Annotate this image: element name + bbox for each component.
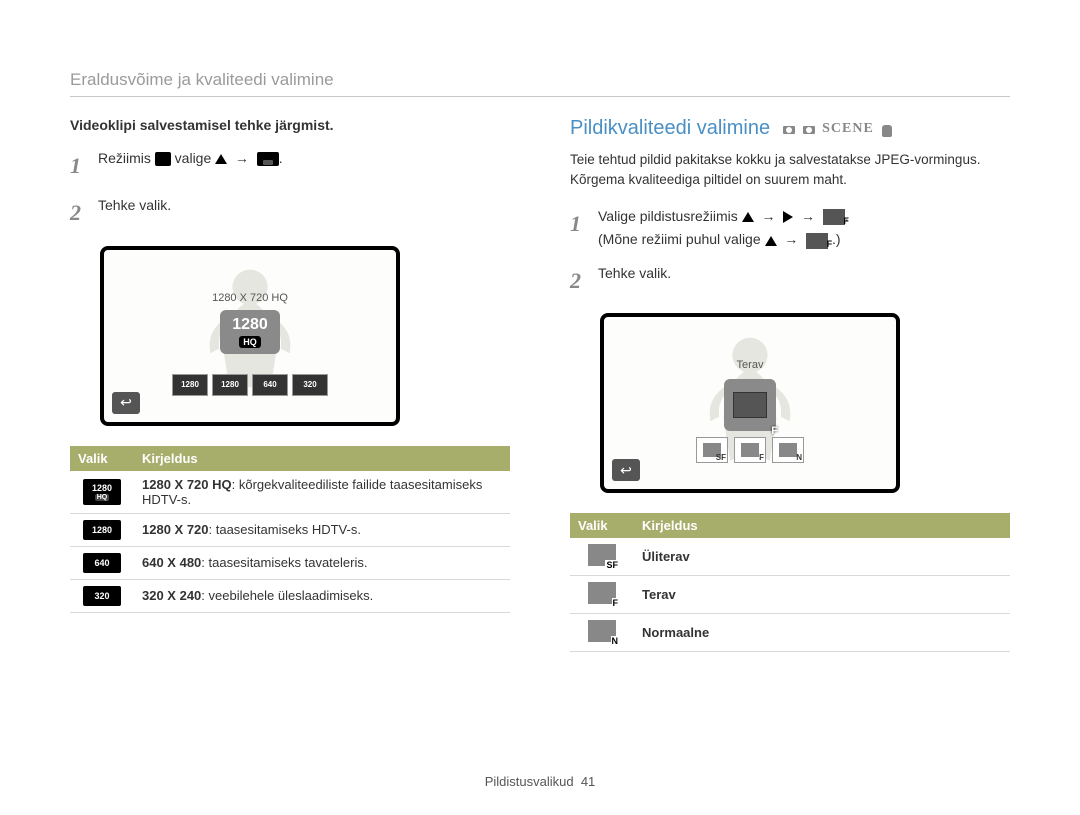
- row-text: : taasesitamiseks tavateleris.: [201, 555, 367, 570]
- left-subheading: Videoklipi salvestamisel tehke järgmist.: [70, 117, 510, 133]
- row-label: Üliterav: [642, 549, 690, 564]
- arrow-up-icon: [215, 154, 227, 164]
- row-label: Normaalne: [642, 625, 709, 640]
- table-header: Kirjeldus: [134, 446, 510, 471]
- camera-p-icon: [802, 122, 816, 136]
- resolution-option[interactable]: 320: [292, 374, 328, 396]
- row-bold: 1280 X 720: [142, 522, 209, 537]
- step-text: Režiimis: [98, 150, 155, 166]
- table-row: F Terav: [570, 576, 1010, 614]
- table-row: 640 640 X 480: taasesitamiseks tavateler…: [70, 546, 510, 579]
- quality-icon: SF: [588, 544, 616, 566]
- camera-icon: [782, 122, 796, 136]
- right-step-2: 2 Tehke valik.: [570, 262, 1010, 299]
- screenshot-label: 1280 X 720 HQ: [212, 292, 288, 304]
- quality-chip-icon: F: [806, 233, 828, 249]
- table-row: 1280 HQ 1280 X 720 HQ: kõrgekvaliteedili…: [70, 471, 510, 514]
- arrow-up-icon: [742, 212, 754, 222]
- screenshot-label: Terav: [737, 359, 764, 371]
- left-screenshot: 1280 X 720 HQ 1280 HQ 1280 1280 640 320 …: [100, 246, 400, 426]
- resolution-option[interactable]: 1280: [212, 374, 248, 396]
- resolution-chip-icon: [257, 152, 279, 166]
- step-text: Tehke valik.: [598, 262, 671, 299]
- row-bold: 1280 X 720 HQ: [142, 477, 232, 492]
- hand-icon: [880, 121, 894, 137]
- badge-sub: F: [771, 425, 778, 437]
- step-number: 2: [570, 262, 588, 299]
- right-screenshot: Terav F SF F N ↩: [600, 313, 900, 493]
- section-title: Pildikvaliteedi valimine: [570, 117, 770, 140]
- left-step-2: 2 Tehke valik.: [70, 194, 510, 231]
- quality-icon: F: [588, 582, 616, 604]
- step-text: valige: [175, 150, 215, 166]
- mode-icons: SCENE: [782, 121, 894, 137]
- table-row: 320 320 X 240: veebilehele üleslaadimise…: [70, 579, 510, 612]
- selected-resolution-badge: 1280 HQ: [220, 310, 280, 354]
- step-text: Valige pildistusrežiimis: [598, 208, 742, 224]
- back-arrow-icon: ↩: [620, 462, 632, 479]
- page-footer: Pildistusvalikud 41: [0, 774, 1080, 789]
- right-step-1: 1 Valige pildistusrežiimis → → F. (Mõne …: [570, 205, 1010, 253]
- step-text: .): [832, 231, 841, 247]
- back-button[interactable]: ↩: [612, 459, 640, 481]
- video-mode-icon: [155, 152, 171, 166]
- res-icon: 1280: [83, 520, 121, 540]
- quality-option[interactable]: N: [772, 437, 804, 463]
- back-arrow-icon: ↩: [120, 394, 132, 411]
- right-table: Valik Kirjeldus SF Üliterav F Terav N No…: [570, 513, 1010, 652]
- quality-options: SF F N: [696, 437, 804, 463]
- left-step-1: 1 Režiimis valige → .: [70, 147, 510, 184]
- row-text: : taasesitamiseks HDTV-s.: [209, 522, 361, 537]
- arrow-right-icon: [783, 211, 793, 223]
- badge-text: 1280: [220, 316, 280, 334]
- res-icon: 1280 HQ: [83, 479, 121, 505]
- left-column: Videoklipi salvestamisel tehke järgmist.…: [70, 117, 510, 652]
- row-bold: 320 X 240: [142, 588, 201, 603]
- quality-option[interactable]: SF: [696, 437, 728, 463]
- description: Teie tehtud pildid pakitakse kokku ja sa…: [570, 150, 1010, 191]
- table-row: N Normaalne: [570, 614, 1010, 652]
- table-header: Valik: [70, 446, 134, 471]
- row-label: Terav: [642, 587, 676, 602]
- selected-quality-badge: F: [724, 379, 776, 431]
- res-icon: 320: [83, 586, 121, 606]
- badge-hq: HQ: [239, 336, 261, 348]
- arrow-up-icon: [765, 236, 777, 246]
- table-header: Valik: [570, 513, 634, 538]
- page-header: Eraldusvõime ja kvaliteedi valimine: [70, 70, 1010, 97]
- quality-chip-icon: F: [823, 209, 845, 225]
- step-number: 1: [570, 205, 588, 253]
- mesh-icon: [733, 392, 767, 418]
- quality-icon: N: [588, 620, 616, 642]
- resolution-options: 1280 1280 640 320: [172, 374, 328, 396]
- resolution-option[interactable]: 640: [252, 374, 288, 396]
- res-icon: 640: [83, 553, 121, 573]
- table-header: Kirjeldus: [634, 513, 1010, 538]
- step-number: 2: [70, 194, 88, 231]
- left-table: Valik Kirjeldus 1280 HQ 1280 X 720 HQ: k…: [70, 446, 510, 613]
- back-button[interactable]: ↩: [112, 392, 140, 414]
- page-number: 41: [581, 774, 595, 789]
- quality-option[interactable]: F: [734, 437, 766, 463]
- step-text: Tehke valik.: [98, 194, 171, 231]
- row-text: : veebilehele üleslaadimiseks.: [201, 588, 373, 603]
- table-row: SF Üliterav: [570, 538, 1010, 576]
- step-number: 1: [70, 147, 88, 184]
- footer-label: Pildistusvalikud: [485, 774, 574, 789]
- row-bold: 640 X 480: [142, 555, 201, 570]
- step-text: (Mõne režiimi puhul valige: [598, 231, 765, 247]
- resolution-option[interactable]: 1280: [172, 374, 208, 396]
- right-column: Pildikvaliteedi valimine SCENE Teie teht…: [570, 117, 1010, 652]
- table-row: 1280 1280 X 720: taasesitamiseks HDTV-s.: [70, 513, 510, 546]
- scene-text: SCENE: [822, 121, 874, 137]
